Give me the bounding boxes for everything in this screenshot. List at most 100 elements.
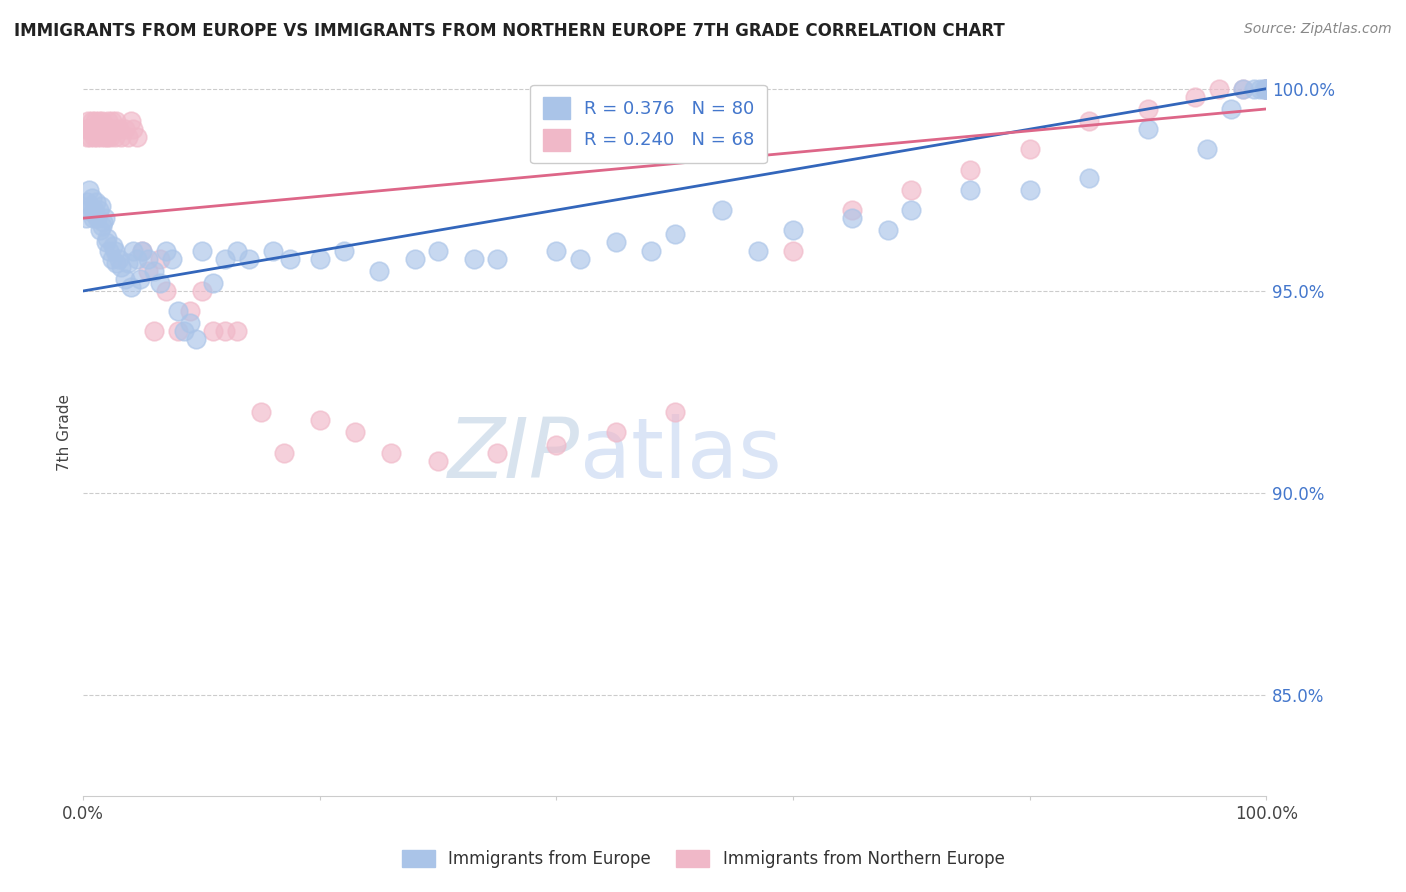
Point xyxy=(841,202,863,217)
Point xyxy=(90,130,112,145)
Point xyxy=(125,252,148,266)
Point xyxy=(125,130,148,145)
Point xyxy=(1256,81,1278,95)
Point xyxy=(76,130,98,145)
Point xyxy=(149,276,172,290)
Point xyxy=(1256,81,1278,95)
Point xyxy=(86,211,108,226)
Point xyxy=(1197,142,1219,156)
Point xyxy=(664,405,686,419)
Point xyxy=(75,211,97,226)
Point xyxy=(640,244,662,258)
Point xyxy=(83,130,105,145)
Point xyxy=(96,130,118,145)
Point xyxy=(959,162,981,177)
Point xyxy=(1243,81,1265,95)
Point xyxy=(107,122,129,136)
Point xyxy=(1256,81,1278,95)
Point xyxy=(1077,170,1099,185)
Point xyxy=(122,244,145,258)
Point xyxy=(89,223,111,237)
Point xyxy=(117,255,139,269)
Point xyxy=(84,207,107,221)
Point xyxy=(546,437,568,451)
Point xyxy=(77,122,100,136)
Point xyxy=(76,194,98,209)
Point xyxy=(278,252,301,266)
Point xyxy=(120,280,142,294)
Point xyxy=(86,130,108,145)
Point xyxy=(90,199,112,213)
Point xyxy=(93,215,115,229)
Point xyxy=(155,244,177,258)
Point xyxy=(110,130,132,145)
Point xyxy=(173,325,195,339)
Point xyxy=(1253,81,1275,95)
Point xyxy=(1256,81,1278,95)
Point xyxy=(114,272,136,286)
Point xyxy=(664,227,686,242)
Point xyxy=(91,219,114,234)
Point xyxy=(1256,81,1278,95)
Point xyxy=(82,211,104,226)
Point xyxy=(97,114,120,128)
Legend: Immigrants from Europe, Immigrants from Northern Europe: Immigrants from Europe, Immigrants from … xyxy=(395,843,1011,875)
Point xyxy=(202,276,225,290)
Point xyxy=(190,244,212,258)
Point xyxy=(463,252,485,266)
Point xyxy=(93,130,115,145)
Point xyxy=(179,304,201,318)
Y-axis label: 7th Grade: 7th Grade xyxy=(58,394,72,471)
Point xyxy=(80,191,103,205)
Point xyxy=(1077,114,1099,128)
Point xyxy=(155,284,177,298)
Point xyxy=(226,244,249,258)
Point xyxy=(782,223,804,237)
Point xyxy=(104,130,127,145)
Point xyxy=(782,244,804,258)
Point xyxy=(273,446,295,460)
Text: atlas: atlas xyxy=(581,414,782,495)
Point xyxy=(149,252,172,266)
Point xyxy=(84,122,107,136)
Point xyxy=(77,114,100,128)
Point xyxy=(80,114,103,128)
Point xyxy=(238,252,260,266)
Point xyxy=(179,316,201,330)
Point xyxy=(101,122,124,136)
Point xyxy=(98,244,121,258)
Point xyxy=(75,122,97,136)
Point xyxy=(1018,183,1040,197)
Point xyxy=(262,244,284,258)
Point xyxy=(100,114,122,128)
Point xyxy=(131,244,153,258)
Point xyxy=(143,325,166,339)
Point xyxy=(427,454,450,468)
Point xyxy=(110,260,132,274)
Point xyxy=(1136,122,1159,136)
Text: Source: ZipAtlas.com: Source: ZipAtlas.com xyxy=(1244,22,1392,37)
Point xyxy=(380,446,402,460)
Point xyxy=(959,183,981,197)
Point xyxy=(98,122,121,136)
Point xyxy=(900,202,922,217)
Point xyxy=(368,264,391,278)
Point xyxy=(344,425,367,440)
Point xyxy=(79,199,101,213)
Point xyxy=(114,122,136,136)
Text: ZIP: ZIP xyxy=(449,414,581,495)
Point xyxy=(605,235,627,250)
Point xyxy=(104,244,127,258)
Point xyxy=(160,252,183,266)
Point xyxy=(79,130,101,145)
Point xyxy=(1018,142,1040,156)
Point xyxy=(167,325,190,339)
Point xyxy=(546,244,568,258)
Point xyxy=(93,211,115,226)
Point xyxy=(876,223,898,237)
Point xyxy=(900,183,922,197)
Point xyxy=(427,244,450,258)
Point xyxy=(77,183,100,197)
Point xyxy=(93,122,115,136)
Point xyxy=(138,264,160,278)
